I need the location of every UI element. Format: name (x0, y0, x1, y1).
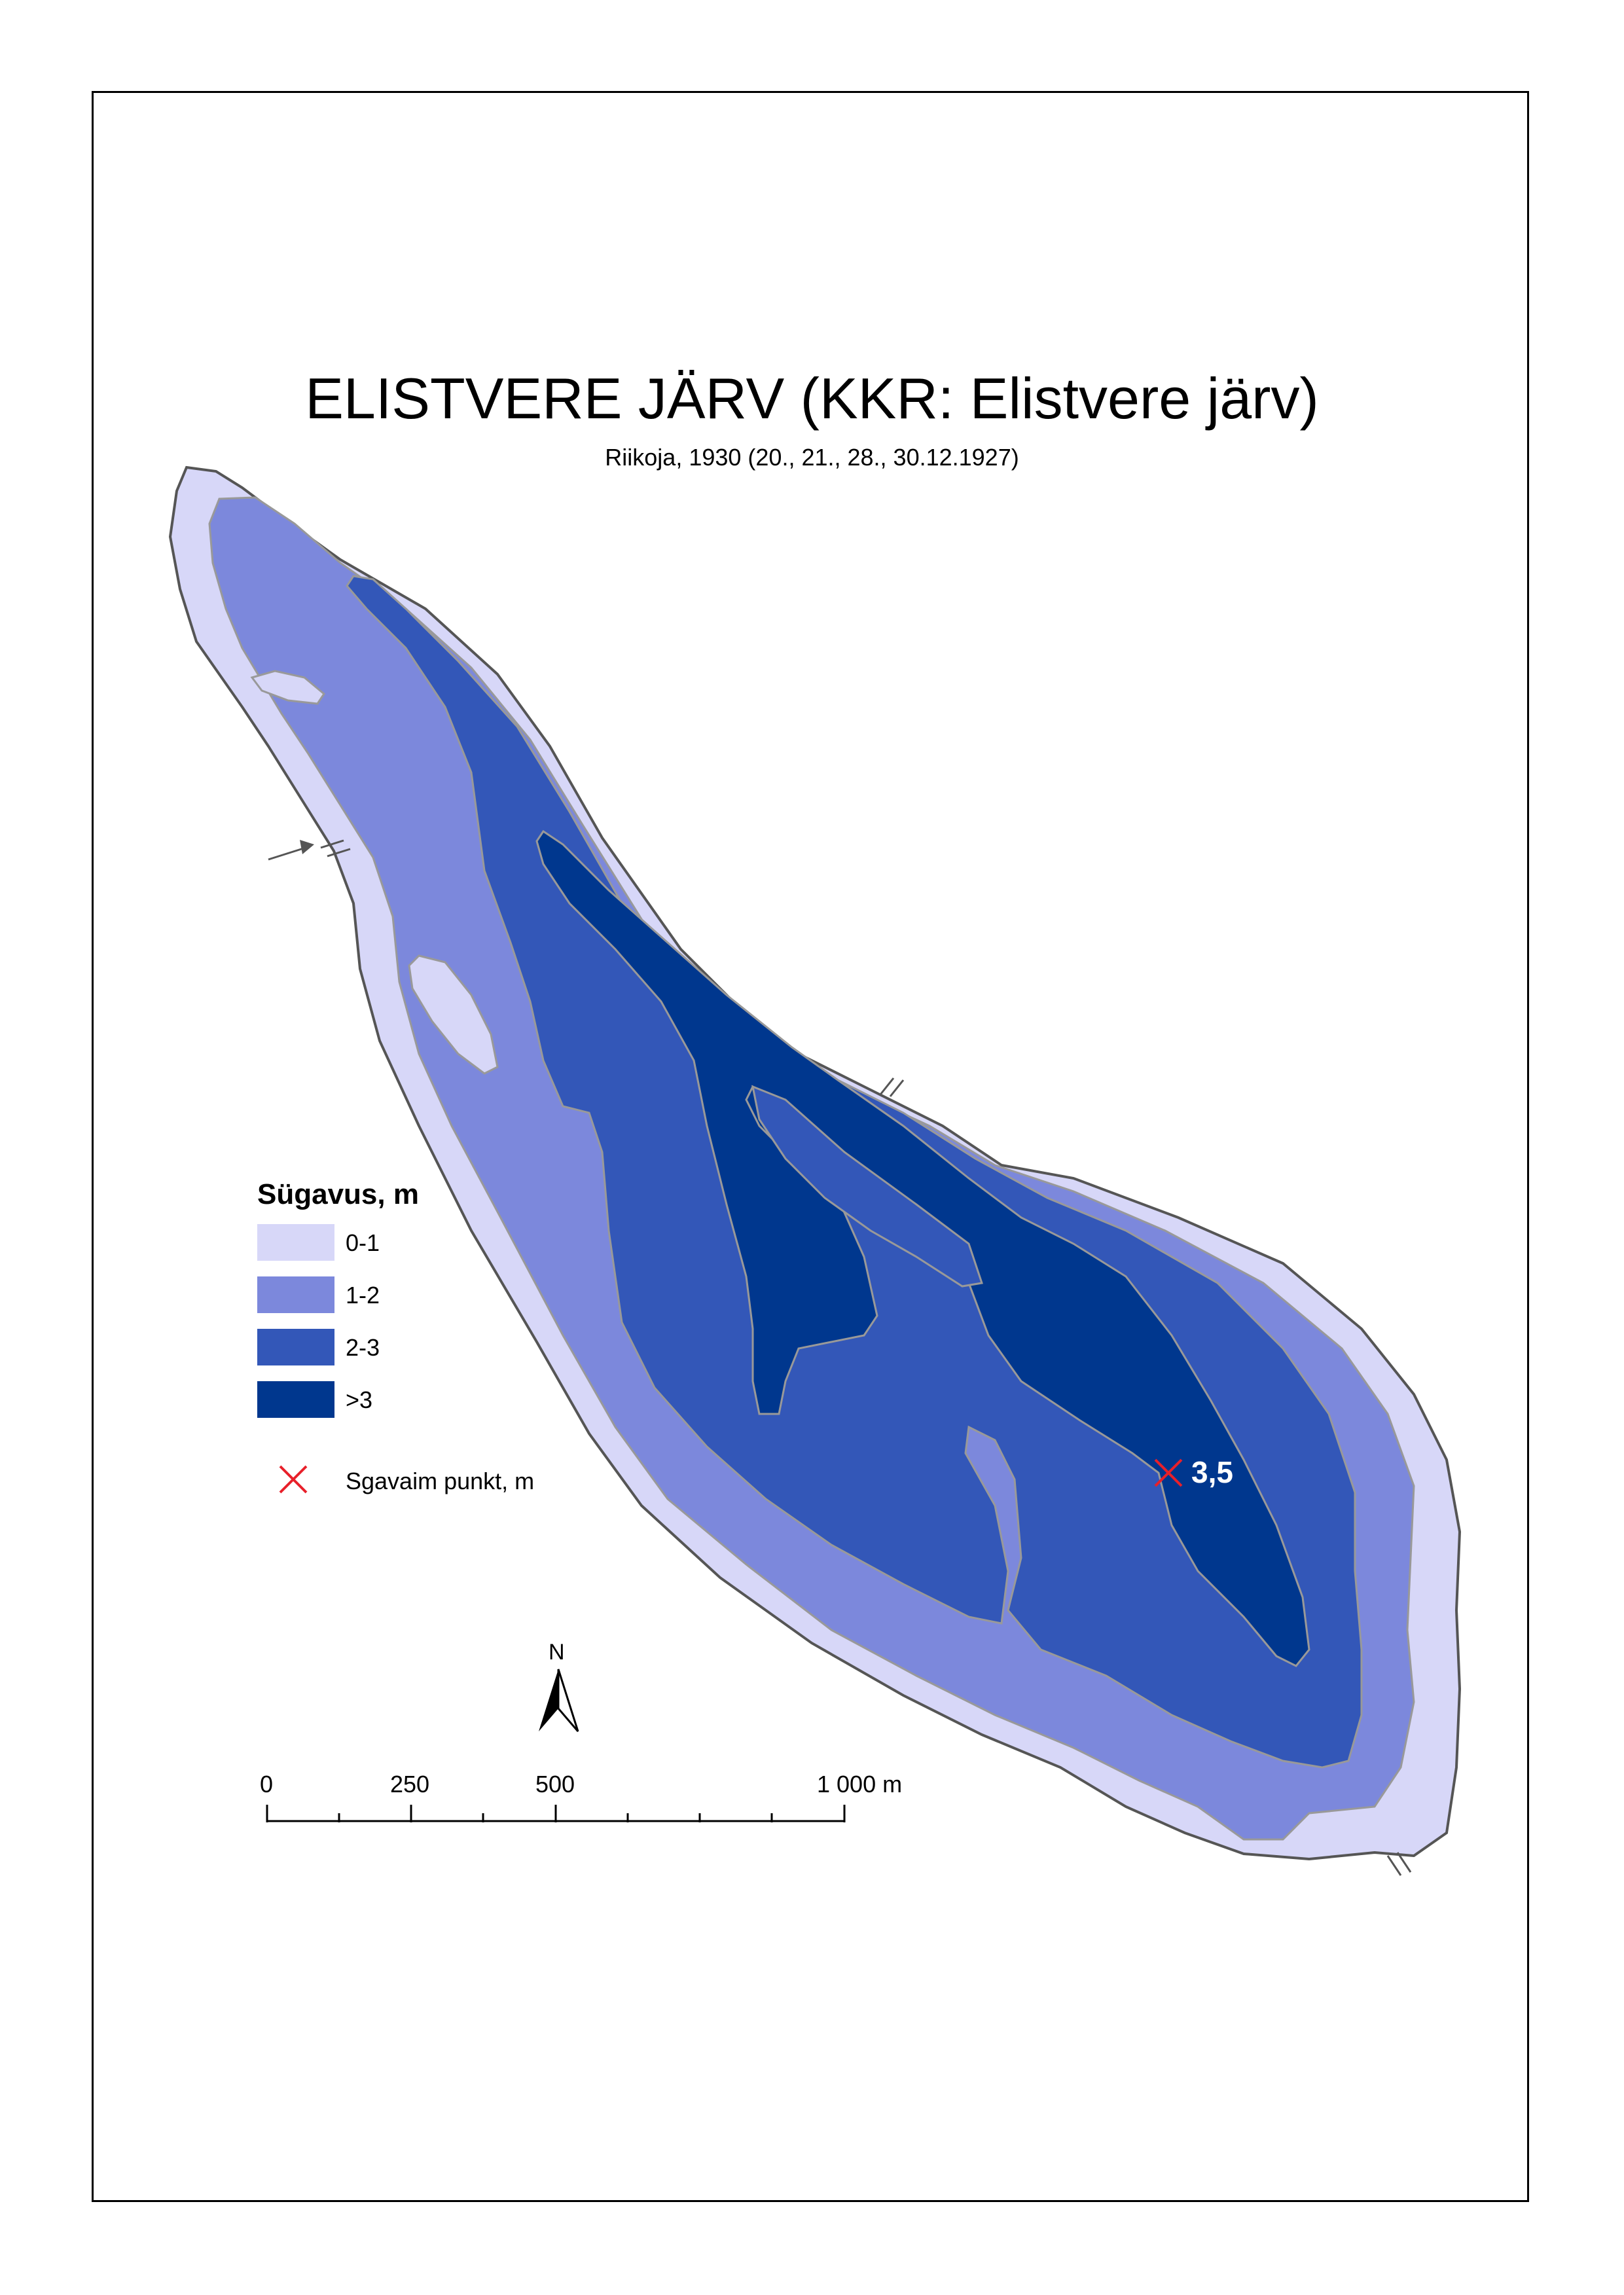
inflow-arrow-icon (300, 840, 314, 854)
north-arrow-icon (539, 1669, 579, 1732)
outflow-mark-1 (879, 1077, 895, 1095)
scale-label-1000: 1 000 m (817, 1771, 903, 1798)
scale-label-250: 250 (390, 1771, 430, 1798)
legend-label-0-1: 0-1 (346, 1229, 380, 1256)
legend-swatch-1-2 (257, 1276, 334, 1313)
map-subtitle: Riikoja, 1930 (20., 21., 28., 30.12.1927… (605, 444, 1019, 471)
legend-swatch-0-1 (257, 1224, 334, 1261)
legend-swatch-gt3 (257, 1381, 334, 1418)
depth-zone-2-3-inner (751, 1085, 983, 1288)
inflow-arrow-line (268, 846, 308, 861)
shallow-patch-north (250, 670, 325, 705)
scale-label-0: 0 (260, 1771, 274, 1798)
shallow-patch-west (408, 954, 499, 1075)
map-title: ELISTVERE JÄRV (KKR: Elistvere järv) (305, 366, 1319, 431)
deepest-point-icon (1154, 1458, 1183, 1487)
deepest-point-value: 3,5 (1191, 1455, 1233, 1489)
outflow-mark-3 (1386, 1855, 1402, 1876)
inflow-channel-mark-2 (327, 848, 351, 858)
inflow-channel-mark-1 (320, 839, 344, 849)
legend-deepest-point-icon (279, 1465, 308, 1494)
legend-swatch-2-3 (257, 1329, 334, 1365)
map-frame (92, 91, 1529, 2202)
legend-label-1-2: 1-2 (346, 1282, 380, 1309)
scale-bar (266, 1805, 846, 1822)
outflow-mark-4 (1396, 1852, 1412, 1873)
legend-label-2-3: 2-3 (346, 1334, 380, 1361)
scale-label-500: 500 (535, 1771, 575, 1798)
legend-title: Sügavus, m (257, 1178, 419, 1210)
outflow-mark-2 (889, 1079, 905, 1097)
legend-label-deepest-point: Sgavaim punkt, m (346, 1468, 535, 1494)
north-letter: N (549, 1640, 565, 1665)
legend-label-gt3: >3 (346, 1386, 373, 1413)
